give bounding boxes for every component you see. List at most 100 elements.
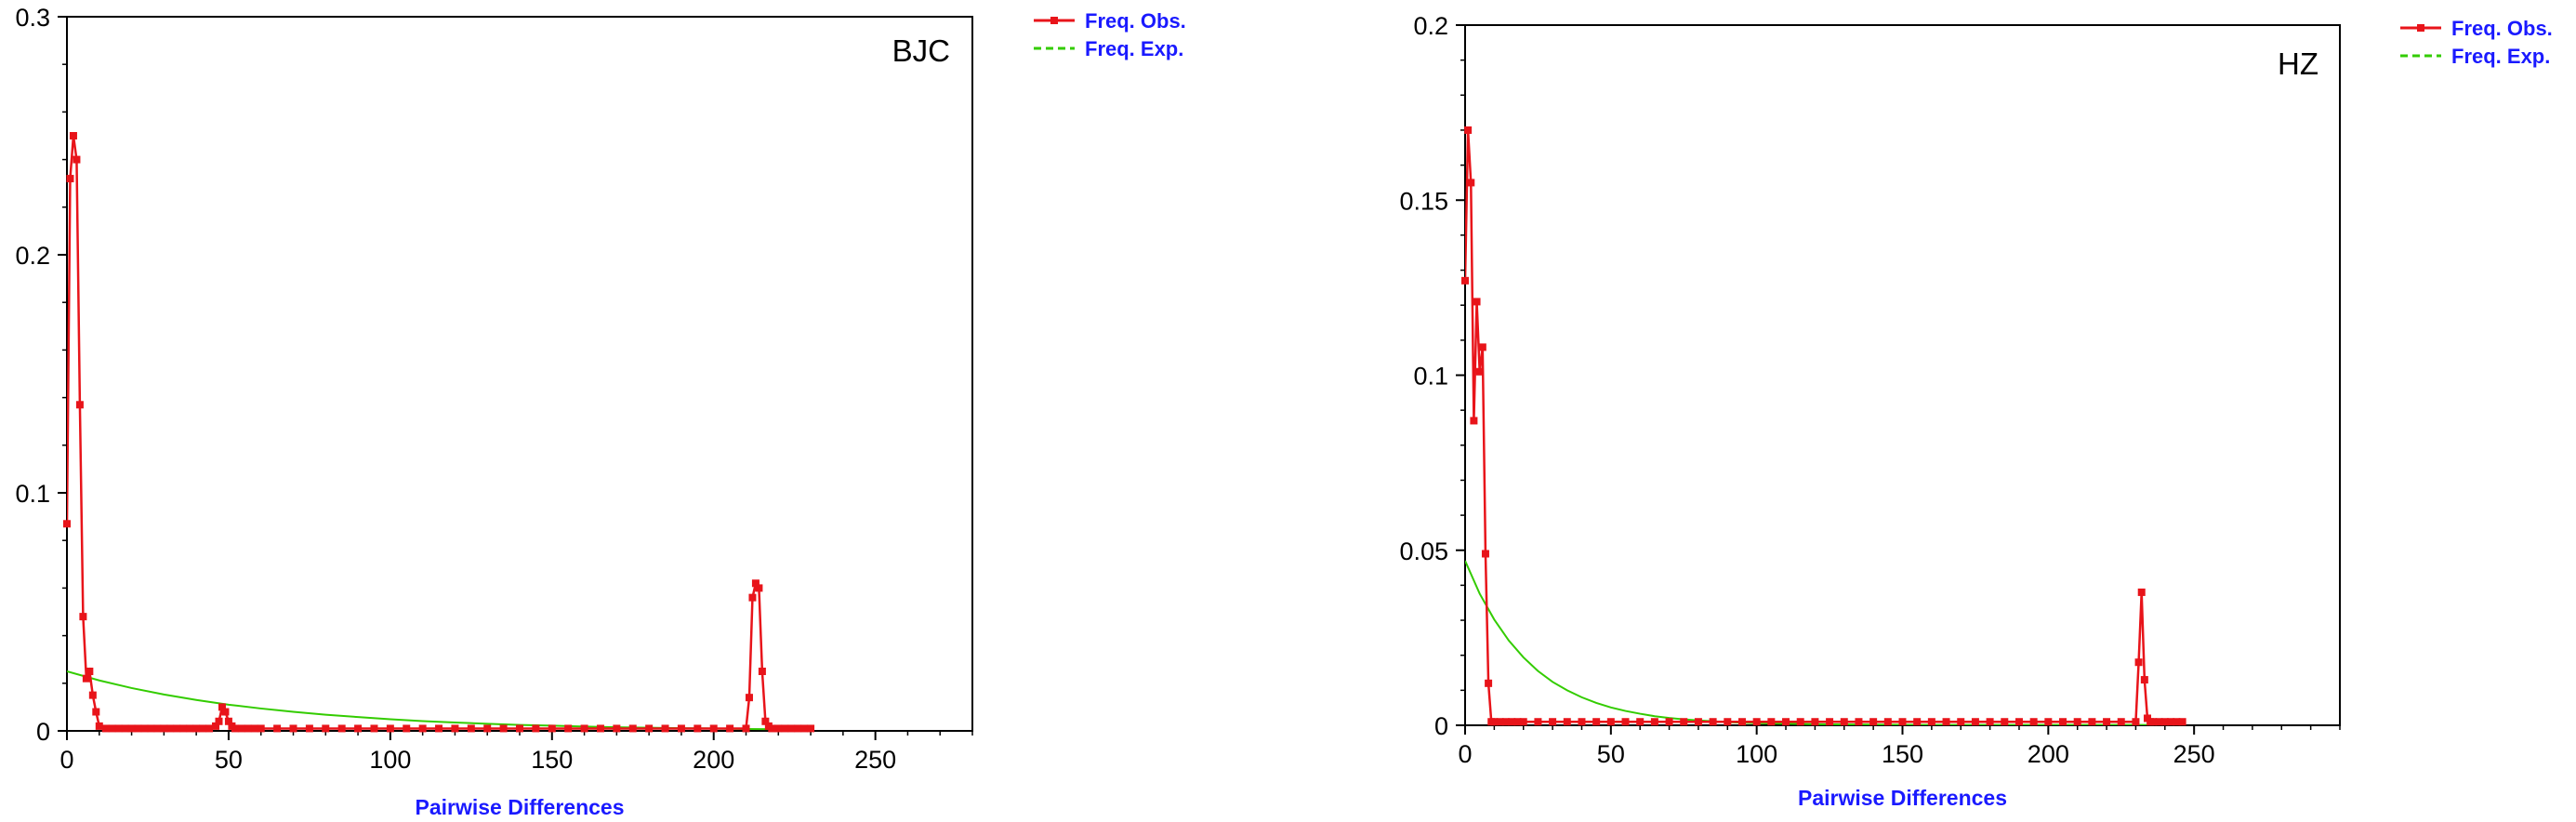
data-point [205, 724, 214, 733]
data-point [580, 724, 588, 733]
data-point [2044, 718, 2053, 726]
data-point [108, 724, 116, 733]
legend-label-freq-exp: Freq. Exp. [1085, 37, 1183, 60]
data-point [1767, 718, 1776, 726]
x-tick-label: 200 [2028, 740, 2069, 768]
data-point [2117, 718, 2125, 726]
data-point [451, 724, 459, 733]
legend-label-freq-obs: Freq. Obs. [2451, 17, 2553, 40]
data-point [73, 155, 81, 164]
data-point [134, 724, 142, 733]
data-point [1869, 718, 1878, 726]
data-point [1461, 276, 1469, 285]
data-point [1840, 718, 1848, 726]
y-tick-label: 0.2 [1413, 12, 1448, 40]
data-point [273, 724, 282, 733]
data-point [2015, 718, 2023, 726]
data-point [748, 593, 757, 602]
data-point [794, 724, 802, 733]
data-point [1563, 718, 1571, 726]
data-point [1883, 718, 1892, 726]
data-point [1680, 718, 1688, 726]
data-point [1508, 718, 1516, 726]
data-point [244, 724, 252, 733]
data-point [2073, 718, 2081, 726]
data-point [1694, 718, 1702, 726]
data-point [386, 724, 394, 733]
data-point [2137, 588, 2146, 596]
y-tick-label: 0 [1434, 712, 1448, 740]
data-point [613, 724, 621, 733]
data-point [1782, 718, 1790, 726]
data-point [1578, 718, 1586, 726]
data-point [337, 724, 346, 733]
data-point [467, 724, 475, 733]
data-point [192, 724, 201, 733]
data-point [768, 724, 776, 733]
data-point [745, 694, 753, 702]
x-tick-label: 250 [2173, 740, 2215, 768]
data-point [755, 584, 763, 592]
plot-area [1464, 24, 2341, 726]
data-point [92, 708, 100, 716]
data-point [75, 401, 84, 409]
data-point [221, 708, 230, 716]
data-point [1855, 718, 1863, 726]
series-line-freq-exp [1465, 560, 2183, 725]
x-tick-label: 100 [369, 746, 411, 774]
data-point [1927, 718, 1935, 726]
data-point [79, 613, 87, 621]
panel-label: BJC [892, 33, 950, 68]
y-tick-label: 0 [36, 718, 50, 746]
data-point [548, 724, 556, 733]
y-tick-label: 0.1 [1413, 363, 1448, 391]
data-point [1513, 718, 1522, 726]
y-tick-label: 0.05 [1399, 537, 1448, 565]
data-point [63, 520, 71, 528]
data-point [1898, 718, 1907, 726]
data-point [483, 724, 492, 733]
data-point [147, 724, 155, 733]
x-tick-label: 50 [1597, 740, 1625, 768]
legend-label-freq-exp: Freq. Exp. [2451, 45, 2550, 68]
data-point [1957, 718, 1965, 726]
data-point [127, 724, 136, 733]
data-point [305, 724, 313, 733]
x-tick-label: 200 [693, 746, 734, 774]
data-point [289, 724, 297, 733]
data-point [173, 724, 181, 733]
data-point [1621, 718, 1630, 726]
data-point [1665, 718, 1673, 726]
data-point [166, 724, 175, 733]
data-point [1467, 179, 1475, 187]
data-point [2132, 718, 2140, 726]
x-tick-label: 150 [1882, 740, 1923, 768]
y-tick-label: 0.15 [1399, 187, 1448, 215]
data-point [2001, 718, 2009, 726]
data-point [66, 175, 74, 183]
data-point [628, 724, 637, 733]
data-point [1475, 367, 1484, 376]
data-point [2167, 718, 2175, 726]
x-tick-label: 100 [1736, 740, 1777, 768]
x-tick-label: 50 [215, 746, 243, 774]
data-point [1971, 718, 1979, 726]
data-point [121, 724, 129, 733]
data-point [82, 674, 90, 683]
data-point [1826, 718, 1834, 726]
data-point [787, 724, 796, 733]
data-point [218, 703, 226, 711]
data-point [403, 724, 411, 733]
data-point [1592, 718, 1601, 726]
data-point [2178, 718, 2186, 726]
data-point [257, 724, 265, 733]
plot-area [66, 16, 973, 732]
data-point [1549, 718, 1557, 726]
data-point [215, 717, 223, 725]
data-point [2140, 676, 2148, 684]
data-point [160, 724, 168, 733]
data-point [114, 724, 123, 733]
data-point [237, 724, 245, 733]
data-point [807, 724, 815, 733]
